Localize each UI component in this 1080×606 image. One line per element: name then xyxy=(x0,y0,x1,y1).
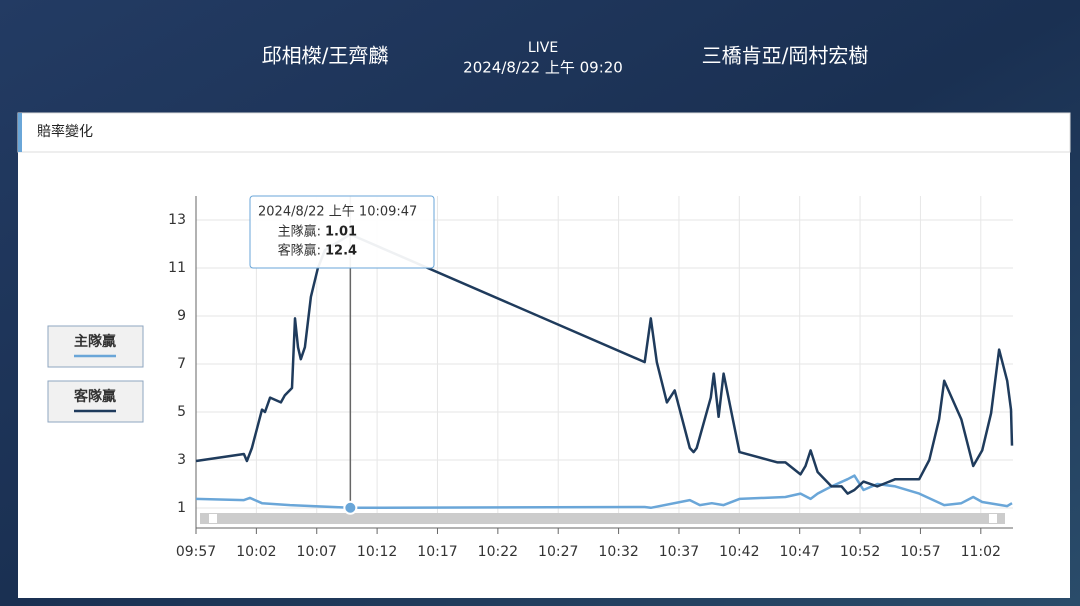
home-team: 邱相榤/王齊麟 xyxy=(262,44,389,68)
hover-point xyxy=(343,500,358,515)
x-tick-label: 10:57 xyxy=(900,544,940,560)
x-tick-label: 10:07 xyxy=(297,544,337,560)
x-tick-label: 10:42 xyxy=(719,544,759,560)
series-line xyxy=(195,233,1014,495)
y-tick-label: 7 xyxy=(177,356,186,372)
live-status: LIVE xyxy=(528,40,558,56)
legend-box xyxy=(47,380,144,423)
x-tick-label: 10:32 xyxy=(598,544,638,560)
legend-item[interactable]: 客隊贏 xyxy=(47,380,144,423)
tooltip-value: 1.01 xyxy=(325,225,357,240)
x-tick-label: 09:57 xyxy=(176,544,216,560)
x-tick-label: 10:17 xyxy=(417,544,457,560)
tooltip-value: 12.4 xyxy=(325,244,357,259)
x-tick-label: 10:12 xyxy=(357,544,397,560)
y-tick-label: 13 xyxy=(168,212,186,228)
match-time: 2024/8/22 上午 09:20 xyxy=(463,59,623,77)
y-tick-label: 1 xyxy=(177,500,186,516)
x-tick-label: 10:47 xyxy=(780,544,820,560)
y-tick-label: 5 xyxy=(177,404,186,420)
scrollbar xyxy=(200,513,1005,524)
tooltip-label: 主隊贏: xyxy=(278,224,321,240)
y-tick-label: 3 xyxy=(177,452,186,468)
x-tick-label: 10:37 xyxy=(659,544,699,560)
x-tick-label: 10:27 xyxy=(538,544,578,560)
panel xyxy=(18,113,1070,598)
scroll-handle xyxy=(209,514,217,523)
scroll-handle xyxy=(989,514,997,523)
tooltip-time: 2024/8/22 上午 10:09:47 xyxy=(258,205,417,220)
panel-header xyxy=(17,112,1071,153)
x-tick-label: 10:52 xyxy=(840,544,880,560)
away-team: 三橋肯亞/岡村宏樹 xyxy=(702,44,869,68)
legend-item[interactable]: 主隊贏 xyxy=(47,325,144,368)
tooltip-box xyxy=(249,195,435,269)
tooltip-label: 客隊贏: xyxy=(278,243,321,259)
x-tick-label: 10:02 xyxy=(236,544,276,560)
series-line xyxy=(195,474,1013,510)
y-tick-label: 9 xyxy=(177,308,186,324)
y-tick-label: 11 xyxy=(168,260,186,276)
legend-label: 客隊贏 xyxy=(73,388,116,405)
x-tick-label: 10:22 xyxy=(478,544,518,560)
x-tick-label: 11:02 xyxy=(961,544,1001,560)
section-title: 賠率變化 xyxy=(37,123,93,140)
legend-label: 主隊贏 xyxy=(74,333,116,350)
accent-bar xyxy=(18,113,22,152)
legend-box xyxy=(47,325,144,368)
